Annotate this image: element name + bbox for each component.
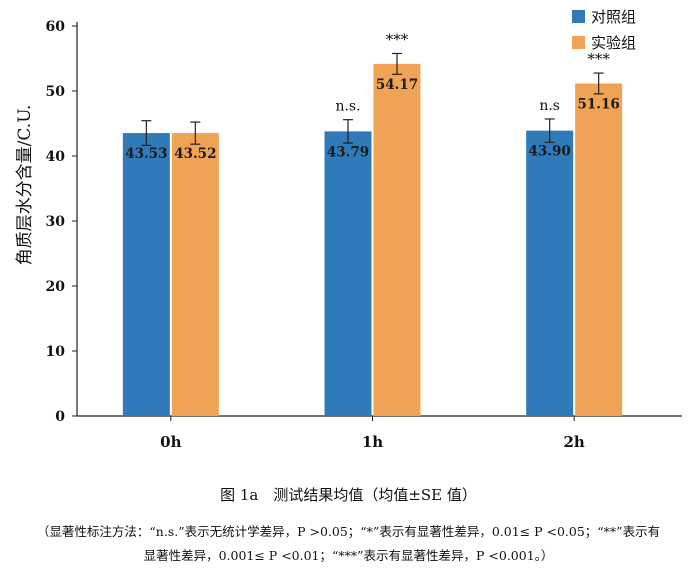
bars: 43.53 43.52 43.79 n.s. 54.17 *** 43.90 n.s 51.16… — [122, 30, 623, 417]
figure-caption-title: 图 1a 测试结果均值（均值±SE 值） — [220, 486, 477, 504]
figure-caption-note: （显著性标注方法：“n.s.”表示无统计学差异，P >0.05；“*”表示有显著… — [0, 520, 697, 568]
significance-annotation: *** — [386, 30, 409, 48]
x-axis: 0h 1h 2h — [77, 415, 682, 451]
bar — [171, 133, 219, 416]
data-label: 43.52 — [174, 146, 216, 162]
legend-label: 对照组 — [591, 8, 636, 26]
y-tick-label: 50 — [46, 84, 66, 100]
bar — [324, 131, 372, 417]
bar — [122, 133, 170, 416]
y-tick-label: 60 — [46, 19, 66, 35]
x-tick-label: 2h — [563, 433, 584, 451]
figure-caption-note-line-2: 显著性差异，0.001≤ P <0.01；“***”表示有显著性差异，P <0.… — [143, 548, 554, 563]
data-label: 54.17 — [376, 77, 418, 93]
data-label: 43.90 — [529, 144, 571, 160]
bar — [526, 130, 574, 416]
y-tick-label: 40 — [46, 149, 66, 165]
significance-annotation: n.s — [539, 98, 560, 114]
y-tick-label: 0 — [55, 409, 65, 425]
significance-annotation: n.s. — [335, 99, 360, 115]
y-tick-label: 10 — [46, 344, 66, 360]
figure-caption-note-line-1: （显著性标注方法：“n.s.”表示无统计学差异，P >0.05；“*”表示有显著… — [36, 524, 661, 539]
legend-swatch — [572, 36, 585, 49]
y-tick-label: 30 — [46, 214, 66, 230]
y-tick-label: 20 — [46, 279, 66, 295]
y-axis-label: 角质层水分含量/C.U. — [15, 105, 35, 266]
bar — [373, 63, 421, 417]
x-tick-label: 1h — [362, 433, 383, 451]
y-axis: 0 10 20 30 40 50 60 — [46, 19, 78, 425]
data-label: 43.79 — [327, 144, 369, 160]
x-tick-label: 0h — [160, 433, 181, 451]
legend-swatch — [572, 10, 585, 23]
significance-annotation: *** — [587, 50, 610, 68]
bar — [575, 83, 623, 417]
legend-label: 实验组 — [591, 34, 636, 52]
data-label: 51.16 — [578, 96, 620, 112]
bar-chart: 0 10 20 30 40 50 60 0h 1h 2h 43.53 43.52 43.79 n.s.… — [15, 8, 682, 451]
data-label: 43.53 — [125, 146, 167, 162]
